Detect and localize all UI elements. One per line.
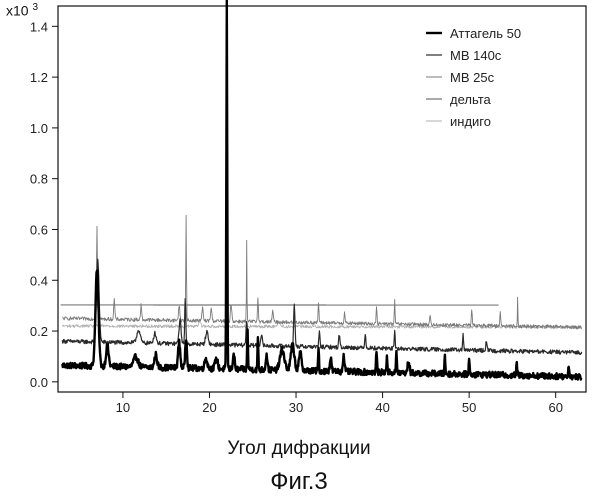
x-tick-label: 60 (548, 400, 562, 415)
figure-caption: Фиг.3 (0, 468, 598, 496)
x-tick-label: 20 (202, 400, 216, 415)
x-tick-label: 30 (289, 400, 303, 415)
x-tick-label: 40 (375, 400, 389, 415)
x-tick-label: 10 (116, 400, 130, 415)
series-line-1 (62, 259, 581, 354)
y-tick-label: 0.8 (30, 172, 48, 187)
y-multiplier-exponent: 3 (32, 2, 38, 13)
legend-label: Аттагель 50 (450, 26, 521, 41)
y-tick-label: 1.4 (30, 19, 48, 34)
y-multiplier: x10 3 (6, 2, 38, 19)
y-tick-label: 0.4 (30, 273, 48, 288)
series-line-2 (62, 215, 581, 329)
y-tick-label: 1.2 (30, 70, 48, 85)
y-tick-label: 1.0 (30, 121, 48, 136)
y-multiplier-base: x10 (6, 3, 29, 19)
legend-label: дельта (450, 92, 492, 107)
legend-label: МВ 140с (450, 48, 502, 63)
legend-label: МВ 25с (450, 70, 495, 85)
x-tick-label: 50 (462, 400, 476, 415)
y-tick-label: 0.6 (30, 222, 48, 237)
x-axis-label: Угол дифракции (0, 438, 598, 460)
series-line-4 (62, 319, 581, 329)
y-tick-label: 0.0 (30, 375, 48, 390)
y-tick-label: 0.2 (30, 324, 48, 339)
legend-label: индиго (450, 114, 491, 129)
